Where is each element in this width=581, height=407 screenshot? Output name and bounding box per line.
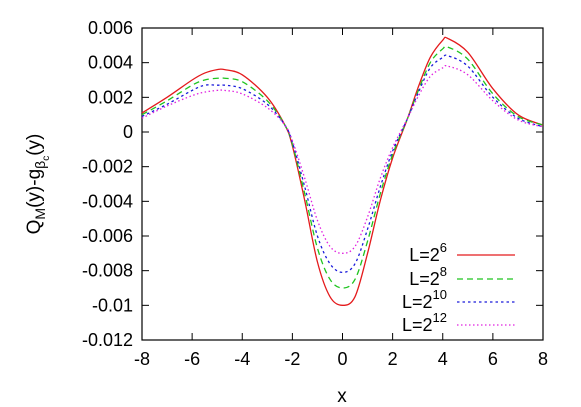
- x-tick-label: 0: [337, 349, 347, 369]
- y-axis-label: QM(y)-gβc(y): [24, 134, 52, 235]
- x-axis-ticks: -8 -6 -4 -2 0 2 4 6 8: [134, 28, 548, 369]
- series-lines: [141, 36, 544, 306]
- y-tick-label: -0.004: [82, 191, 133, 211]
- y-tick-label: 0.006: [88, 18, 133, 38]
- legend-label-4: L=212: [402, 310, 447, 335]
- legend-label-3: L=210: [402, 287, 447, 312]
- series-line-2: [141, 45, 544, 289]
- y-tick-label: -0.002: [82, 157, 133, 177]
- x-axis-label: x: [337, 386, 347, 407]
- legend-label-2: L=28: [409, 264, 447, 289]
- x-tick-label: 4: [438, 349, 448, 369]
- series-line-1: [141, 36, 544, 306]
- y-tick-label: 0.002: [88, 87, 133, 107]
- y-tick-label: 0: [123, 122, 133, 142]
- series-line-4: [141, 65, 544, 254]
- x-tick-label: 6: [488, 349, 498, 369]
- x-tick-label: 2: [388, 349, 398, 369]
- y-tick-label: -0.008: [82, 261, 133, 281]
- y-axis-ticks: 0.006 0.004 0.002 0 -0.002 -0.004 -0.006 -0.008…: [82, 18, 543, 350]
- x-tick-label: -2: [284, 349, 300, 369]
- y-tick-label: 0.004: [88, 53, 133, 73]
- x-tick-label: 8: [538, 349, 548, 369]
- series-line-3: [141, 54, 544, 274]
- x-tick-label: -6: [184, 349, 200, 369]
- y-tick-label: -0.012: [82, 330, 133, 350]
- y-tick-label: -0.006: [82, 226, 133, 246]
- x-tick-label: -4: [234, 349, 250, 369]
- y-tick-label: -0.01: [92, 295, 133, 315]
- x-tick-label: -8: [134, 349, 150, 369]
- legend-label-1: L=26: [409, 240, 447, 265]
